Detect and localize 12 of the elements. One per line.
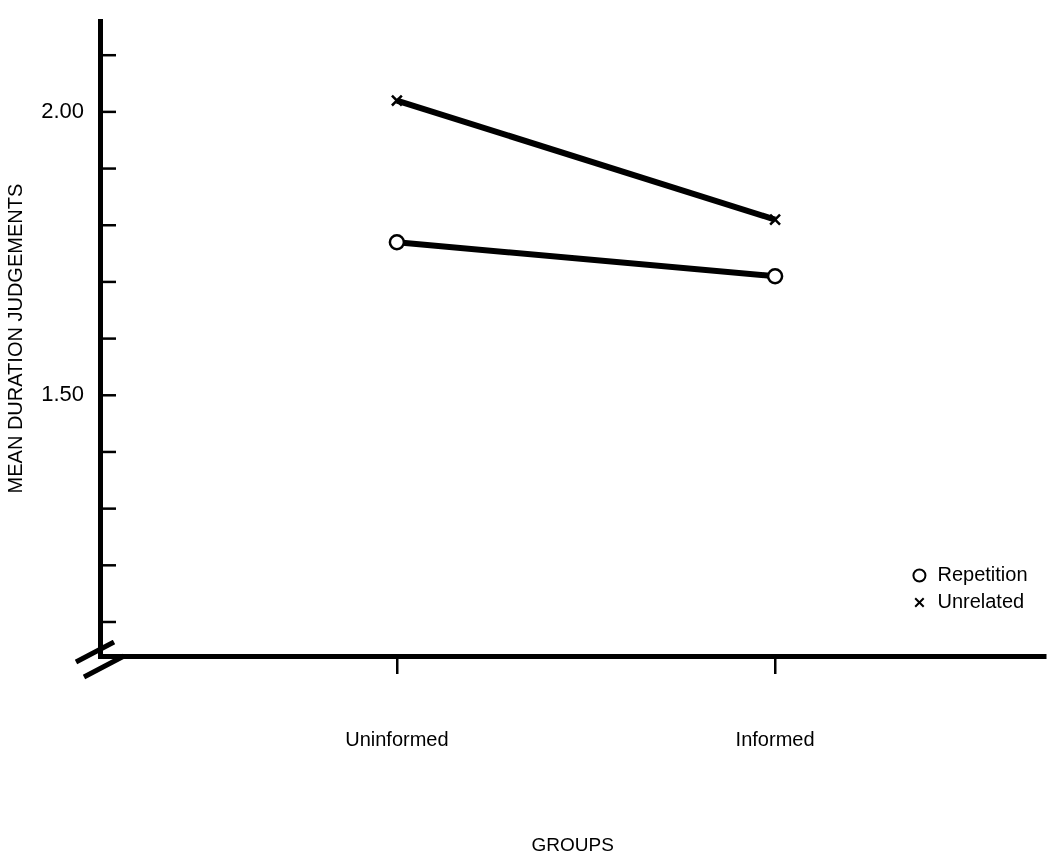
point (390, 94, 404, 107)
legend-label: Unrelated (937, 590, 1025, 613)
x-axis-title: GROUPS (531, 833, 614, 855)
point (766, 268, 784, 285)
legend-label: Repetition (937, 563, 1028, 586)
x-tick-label: Uninformed (345, 727, 449, 750)
point (388, 234, 406, 251)
y-axis-title: MEAN DURATION JUDGEMENTS (3, 183, 26, 494)
point (768, 213, 782, 226)
x-tick-label: Informed (735, 727, 815, 750)
y-tick-label: 1.50 (41, 381, 84, 407)
y-tick-label: 2.00 (41, 97, 84, 123)
